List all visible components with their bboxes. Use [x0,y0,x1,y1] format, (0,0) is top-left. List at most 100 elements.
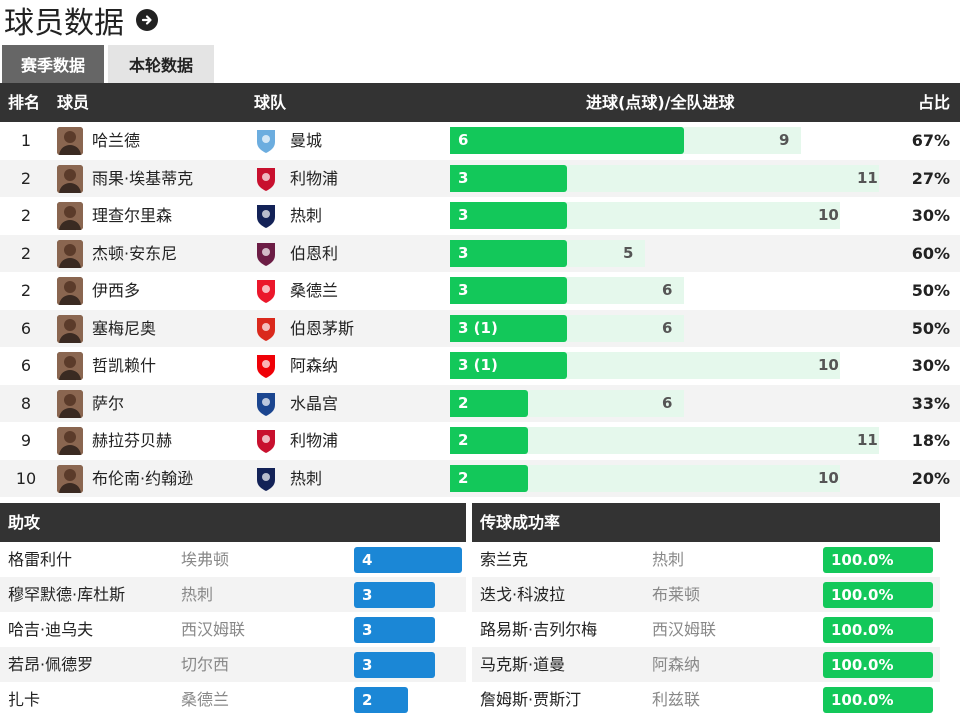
player-name[interactable]: 穆罕默德·库杜斯 [8,585,126,604]
list-item[interactable]: 索兰克 热刺 100.0% [472,542,940,577]
player-name[interactable]: 杰顿·安东尼 [92,243,178,263]
rank-cell: 2 [20,243,32,263]
team-goals-total: 11 [857,431,878,449]
list-item[interactable]: 扎卡 桑德兰 2 [0,682,466,717]
team-name[interactable]: 曼城 [290,131,323,150]
team-name[interactable]: 利物浦 [290,431,339,450]
team-goals-total: 6 [662,281,673,299]
player-name[interactable]: 若昂·佩德罗 [8,655,94,674]
table-row[interactable]: 6 哲凯赖什 阿森纳 3 (1) 10 30% [0,347,960,385]
team-goals-total: 11 [857,168,878,187]
avatar [57,202,83,230]
player-name[interactable]: 理查尔里森 [92,206,173,225]
team-name[interactable]: 伯恩茅斯 [290,318,355,338]
player-name[interactable]: 布伦南·约翰逊 [92,468,194,488]
avatar [57,314,83,343]
player-name[interactable]: 路易斯·吉列尔梅 [480,620,598,639]
player-goals-bar: 3 [450,202,567,229]
header-player: 球员 [57,93,90,112]
team-name: 热刺 [181,585,214,604]
pass-rate-bar: 100.0% [823,547,933,573]
team-goals-total: 5 [623,243,634,262]
header-goals: 进球(点球)/全队进球 [586,93,735,112]
rank-cell: 6 [20,318,32,338]
player-name[interactable]: 萨尔 [92,393,125,413]
player-name[interactable]: 哲凯赖什 [92,356,157,375]
list-item[interactable]: 哈吉·迪乌夫 西汉姆联 3 [0,612,466,647]
share-percent: 30% [911,356,950,375]
avatar [57,127,83,155]
player-goals-bar: 2 [450,427,528,454]
team-name[interactable]: 热刺 [290,206,323,225]
table-row[interactable]: 10 布伦南·约翰逊 热刺 2 10 20% [0,459,960,497]
table-row[interactable]: 2 理查尔里森 热刺 3 10 30% [0,197,960,235]
passing-list: 索兰克 热刺 100.0% 迭戈·科波拉 布莱顿 100.0% 路易斯·吉列尔梅 西汉姆联 10… [472,542,940,717]
table-row[interactable]: 6 塞梅尼奥 伯恩茅斯 3 (1) 6 50% [0,309,960,347]
passing-panel: 传球成功率 索兰克 热刺 100.0% 迭戈·科波拉 布莱顿 100.0% 路易斯·吉列尔梅… [472,503,940,717]
assists-header: 助攻 [0,503,466,542]
player-goals-bar: 3 [450,164,567,192]
rank-cell: 2 [20,281,32,300]
team-name: 热刺 [652,550,685,569]
rank-cell: 10 [15,468,37,488]
player-name[interactable]: 哈吉·迪乌夫 [8,620,94,639]
bournemouth-crest-icon [254,316,278,342]
team-name[interactable]: 水晶宫 [290,393,339,413]
player-name[interactable]: 马克斯·道曼 [480,655,566,674]
team-name: 桑德兰 [181,690,230,709]
list-item[interactable]: 路易斯·吉列尔梅 西汉姆联 100.0% [472,612,940,647]
player-name[interactable]: 塞梅尼奥 [92,318,157,338]
list-item[interactable]: 迭戈·科波拉 布莱顿 100.0% [472,577,940,612]
rank-cell: 2 [20,168,32,188]
table-row[interactable]: 2 雨果·埃基蒂克 利物浦 3 11 27% [0,159,960,197]
list-item[interactable]: 格雷利什 埃弗顿 4 [0,542,466,577]
table-row[interactable]: 2 伊西多 桑德兰 3 6 50% [0,272,960,310]
assists-panel: 助攻 格雷利什 埃弗顿 4 穆罕默德·库杜斯 热刺 3 哈吉·迪乌夫 西汉姆联 3 若昂·佩德罗 切… [0,503,466,717]
player-name[interactable]: 索兰克 [480,550,529,569]
avatar [57,464,83,493]
share-percent: 27% [911,168,950,188]
avatar [57,389,83,418]
player-name[interactable]: 迭戈·科波拉 [480,585,566,604]
player-name[interactable]: 伊西多 [92,281,141,300]
pass-rate-bar: 100.0% [823,652,933,678]
arrow-right-icon[interactable] [136,9,158,31]
table-row[interactable]: 1 哈兰德 曼城 6 9 67% [0,122,960,160]
assists-list: 格雷利什 埃弗顿 4 穆罕默德·库杜斯 热刺 3 哈吉·迪乌夫 西汉姆联 3 若昂·佩德罗 切尔西 3… [0,542,466,717]
team-goals-total: 9 [779,131,790,149]
team-name[interactable]: 伯恩利 [290,243,339,263]
list-item[interactable]: 马克斯·道曼 阿森纳 100.0% [472,647,940,682]
team-name: 阿森纳 [652,655,701,674]
team-name[interactable]: 阿森纳 [290,356,339,375]
team-name[interactable]: 桑德兰 [290,281,339,300]
player-name[interactable]: 詹姆斯·贾斯汀 [480,690,582,709]
player-name[interactable]: 扎卡 [8,690,41,709]
team-name[interactable]: 热刺 [290,468,323,488]
header-rank: 排名 [8,93,41,112]
assist-count-bar: 3 [354,582,435,608]
crystal-palace-crest-icon [254,391,278,417]
player-name[interactable]: 赫拉芬贝赫 [92,431,173,450]
share-percent: 18% [911,431,950,450]
team-name[interactable]: 利物浦 [290,168,339,188]
tab-round-stats[interactable]: 本轮数据 [108,45,214,83]
list-item[interactable]: 詹姆斯·贾斯汀 利兹联 100.0% [472,682,940,717]
player-name[interactable]: 格雷利什 [8,550,73,569]
player-name[interactable]: 哈兰德 [92,131,141,150]
table-row[interactable]: 8 萨尔 水晶宫 2 6 33% [0,384,960,422]
page-title: 球员数据 [4,6,124,41]
share-percent: 50% [911,281,950,300]
header-share: 占比 [917,93,950,112]
list-item[interactable]: 穆罕默德·库杜斯 热刺 3 [0,577,466,612]
player-name[interactable]: 雨果·埃基蒂克 [92,168,194,188]
table-row[interactable]: 9 赫拉芬贝赫 利物浦 2 11 18% [0,422,960,460]
rank-cell: 8 [20,393,32,413]
share-percent: 30% [911,206,950,225]
team-name: 利兹联 [652,690,701,709]
team-goals-total: 10 [818,468,839,487]
list-item[interactable]: 若昂·佩德罗 切尔西 3 [0,647,466,682]
liverpool-crest-icon [254,428,278,454]
tab-season-stats[interactable]: 赛季数据 [2,45,104,83]
table-row[interactable]: 2 杰顿·安东尼 伯恩利 3 5 60% [0,234,960,272]
rank-cell: 9 [20,431,32,450]
